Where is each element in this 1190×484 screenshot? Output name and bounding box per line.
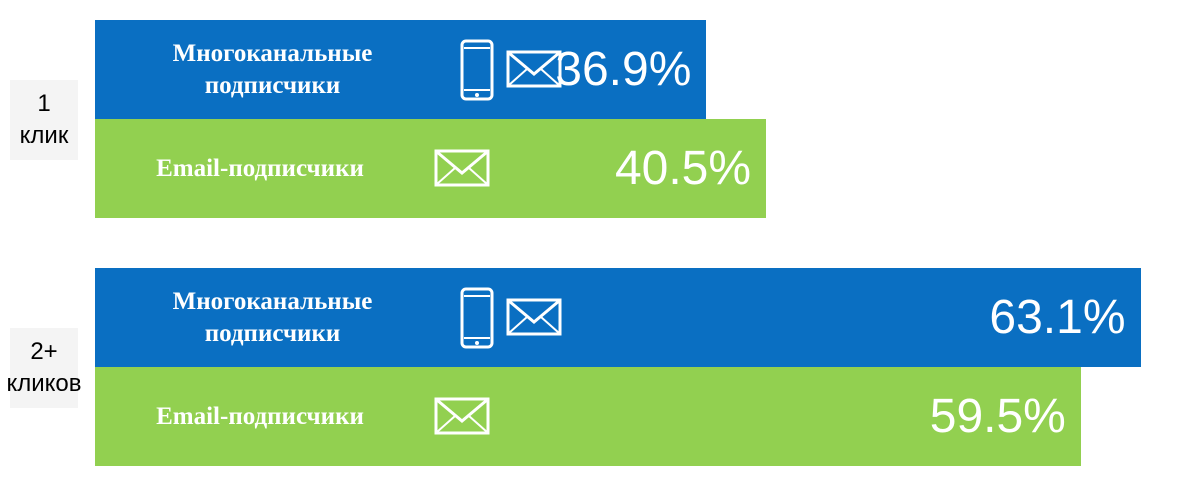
mail-icon-svg [506,50,562,88]
value-label: 63.1% [989,291,1126,344]
phone-icon-svg [460,287,494,349]
category-label: 1 клик [10,80,78,160]
bar [95,367,1081,466]
series-label: Email-подписчики [156,402,364,430]
mail-icon-svg [434,149,490,187]
value-label: 36.9% [555,43,692,96]
category-label: 2+ кликов [6,328,82,408]
value-label: 40.5% [614,142,752,195]
series-label: Email-подписчики [156,154,364,182]
phone-icon [460,39,494,101]
bar [95,20,707,119]
mail-icon-svg [506,298,562,336]
bar [95,268,1141,367]
mail-icon [506,298,562,336]
series-label: Многоканальные подписчики [172,287,373,347]
mail-icon [434,397,490,435]
bar [95,119,767,218]
mail-icon [434,149,490,187]
series-label: Многоканальные подписчики [172,39,373,99]
mail-icon-svg [434,397,490,435]
mail-icon [506,50,562,88]
value-label: 59.5% [929,390,1066,443]
phone-icon [460,287,494,349]
phone-icon-svg [460,39,494,101]
